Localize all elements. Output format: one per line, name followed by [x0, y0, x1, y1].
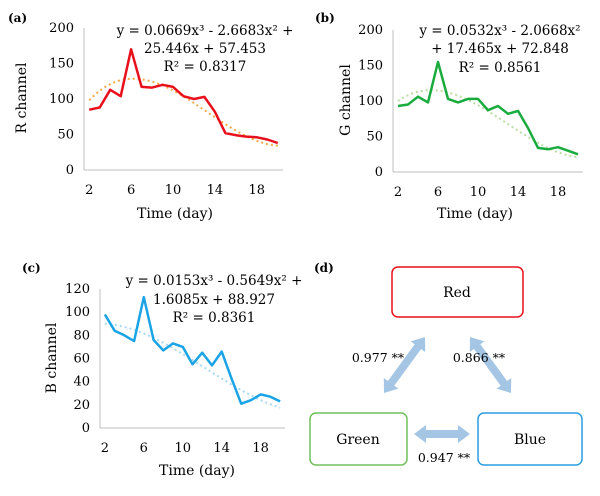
x-axis-title: Time (day) — [159, 463, 235, 479]
y-tick-label: 100 — [65, 305, 90, 320]
equation-line-1: y = 0.0532x³ - 2.0668x² — [418, 23, 580, 39]
x-tick-label: 10 — [470, 185, 487, 200]
x-tick-label: 2 — [394, 185, 402, 200]
node-green-label: Green — [336, 432, 379, 448]
x-tick-label: 2 — [101, 441, 109, 456]
r-squared-label: R² = 0.8317 — [164, 59, 247, 75]
equation-line-1: y = 0.0669x³ - 2.6683x² + — [116, 23, 294, 39]
x-tick-label: 14 — [510, 185, 527, 200]
y-tick-label: 50 — [366, 130, 383, 145]
y-axis-title: G channel — [338, 64, 354, 136]
panel-label-d: (d) — [314, 261, 334, 275]
panel-label-c: (c) — [22, 261, 41, 275]
panel-label-a: (a) — [8, 11, 27, 25]
y-tick-label: 0 — [66, 163, 74, 178]
node-blue — [477, 412, 583, 466]
node-blue-label: Blue — [514, 432, 546, 448]
x-tick-label: 6 — [127, 183, 135, 198]
y-tick-label: 0 — [82, 421, 90, 436]
y-tick-label: 40 — [73, 375, 90, 390]
x-axis-title: Time (day) — [137, 206, 213, 222]
y-tick-label: 120 — [65, 282, 90, 297]
x-tick-label: 14 — [213, 441, 230, 456]
y-tick-label: 200 — [358, 23, 383, 38]
x-tick-label: 18 — [550, 185, 567, 200]
x-tick-label: 10 — [165, 183, 182, 198]
y-tick-label: 60 — [73, 352, 90, 367]
correlation-diagram: Red Green Blue 0.977 ** 0.866 ** 0.947 *… — [309, 266, 583, 466]
x-tick-label: 2 — [85, 183, 93, 198]
x-tick-label: 6 — [434, 185, 442, 200]
equation-line-2: + 17.465x + 72.848 — [431, 41, 569, 57]
equation-line-2: 1.6085x + 88.927 — [153, 292, 275, 308]
equation-line-2: 25.446x + 57.453 — [144, 41, 266, 57]
y-tick-label: 0 — [375, 165, 383, 180]
y-tick-label: 20 — [73, 398, 90, 413]
panel-label-b: (b) — [315, 11, 335, 25]
x-tick-label: 10 — [174, 441, 191, 456]
double-arrow-green-blue — [414, 425, 470, 443]
y-tick-label: 80 — [73, 328, 90, 343]
edge-label-red-blue: 0.866 ** — [453, 350, 506, 365]
chart-g-channel: G channel Time (day) y = 0.0532x³ - 2.06… — [338, 23, 583, 222]
node-red — [391, 266, 524, 318]
node-green — [309, 412, 408, 466]
y-tick-label: 200 — [49, 21, 74, 36]
double-arrow-red-green — [383, 337, 426, 393]
double-arrow-red-blue — [469, 337, 512, 393]
equation-line-1: y = 0.0153x³ - 0.5649x² + — [125, 273, 303, 289]
node-red-label: Red — [443, 285, 471, 301]
data-series-line — [88, 48, 279, 145]
chart-r-channel: R channel Time (day) y = 0.0669x³ - 2.66… — [14, 21, 293, 222]
y-tick-label: 100 — [358, 94, 383, 109]
y-axis-title: B channel — [44, 322, 60, 393]
x-tick-label: 6 — [140, 441, 148, 456]
edge-label-red-green: 0.977 ** — [352, 350, 405, 365]
y-tick-label: 100 — [49, 92, 74, 107]
trendline — [104, 322, 281, 409]
chart-b-channel: B channel Time (day) y = 0.0153x³ - 0.56… — [44, 273, 302, 479]
edge-label-green-blue: 0.947 ** — [418, 450, 471, 465]
r-squared-label: R² = 0.8561 — [459, 60, 542, 76]
x-tick-label: 18 — [252, 441, 269, 456]
x-tick-label: 18 — [249, 183, 266, 198]
y-tick-label: 150 — [358, 59, 383, 74]
y-axis-title: R channel — [14, 62, 30, 134]
data-series-line — [397, 60, 579, 156]
x-axis-title: Time (day) — [437, 206, 513, 222]
r-squared-label: R² = 0.8361 — [173, 310, 256, 326]
y-tick-label: 150 — [49, 57, 74, 72]
x-tick-label: 14 — [207, 183, 224, 198]
y-tick-label: 50 — [57, 128, 74, 143]
